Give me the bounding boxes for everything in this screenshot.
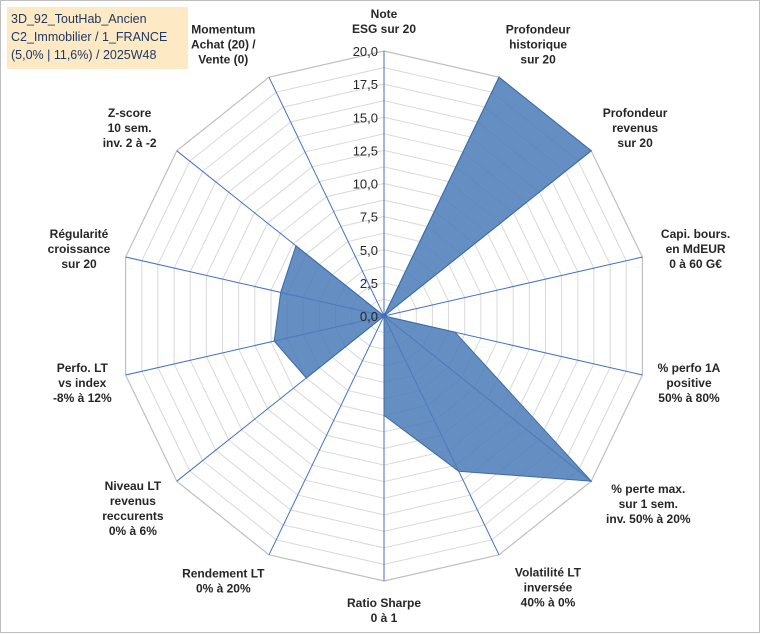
data-point <box>383 414 385 417</box>
axis-spoke <box>268 76 385 317</box>
tick-label: 2,5 <box>360 276 378 291</box>
category-label: Momentum Achat (20) / Vente (0) <box>191 22 256 66</box>
tick-label: 7,5 <box>360 210 378 225</box>
data-point <box>590 480 592 483</box>
axis-spoke <box>383 256 643 317</box>
category-label: % perfo 1A positive 50% à 80% <box>658 361 721 405</box>
tick-label: 10,0 <box>353 177 378 192</box>
category-label: % perte max. sur 1 sem. inv. 50% à 20% <box>606 482 691 526</box>
tick-label: 0,0 <box>360 309 378 324</box>
tick-label: 5,0 <box>360 243 378 258</box>
category-label: Note ESG sur 20 <box>352 7 416 36</box>
category-label: Z-score 10 sem. inv. 2 à -2 <box>103 106 157 150</box>
title-line-1: 3D_92_ToutHab_Ancien <box>11 12 147 26</box>
category-label: Capi. bours. en MdEUR 0 à 60 G€ <box>661 227 730 271</box>
data-point <box>454 331 456 334</box>
tick-label: 15,0 <box>353 110 378 125</box>
category-label: Régularité croissance sur 20 <box>48 227 111 271</box>
category-label: Perfo. LT vs index -8% à 12% <box>53 361 112 405</box>
category-label: Volatilité LT inversée 40% à 0% <box>515 566 582 610</box>
tick-label: 20,0 <box>353 44 378 59</box>
series-area <box>273 76 593 482</box>
data-point <box>305 377 308 379</box>
data-point <box>590 150 592 152</box>
category-label: Profondeur historique sur 20 <box>506 22 571 66</box>
data-point <box>457 470 460 473</box>
chart-title-box: 3D_92_ToutHab_Ancien C2_Immobilier / 1_F… <box>7 7 188 69</box>
data-point <box>498 76 500 78</box>
axis-spoke <box>268 315 385 556</box>
category-label: Profondeur revenus sur 20 <box>603 106 668 150</box>
data-point <box>273 340 276 342</box>
title-line-2: C2_Immobilier / 1_FRANCE <box>11 30 168 44</box>
category-label: Ratio Sharpe 0 à 1 <box>347 596 421 625</box>
tick-label: 12,5 <box>353 143 378 158</box>
data-point <box>295 245 297 247</box>
data-point <box>383 315 385 317</box>
category-label: Rendement LT 0% à 20% <box>182 566 265 595</box>
data-point <box>279 291 282 294</box>
category-label: Niveau LT revenus reccurents 0% à 6% <box>102 479 164 538</box>
tick-label: 17,5 <box>353 77 378 92</box>
title-line-3: (5,0% | 11,6%) / 2025W48 <box>11 48 157 62</box>
